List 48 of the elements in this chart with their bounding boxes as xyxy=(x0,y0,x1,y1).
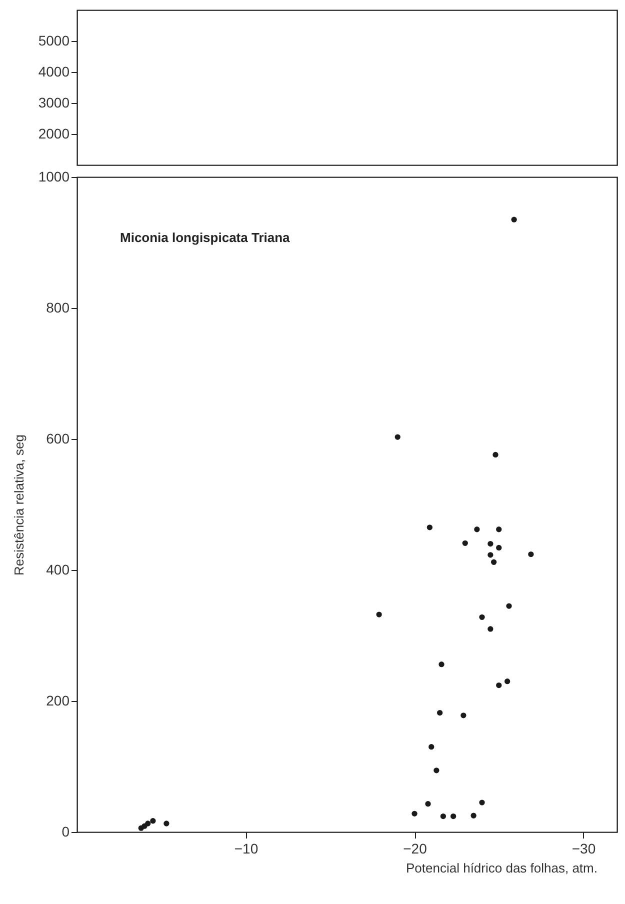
y-tick-label: 4000 xyxy=(38,64,70,80)
point xyxy=(376,612,382,618)
point xyxy=(488,626,494,632)
point xyxy=(528,551,534,558)
point xyxy=(426,524,433,530)
x-tick-label: −10 xyxy=(234,840,258,856)
point xyxy=(434,768,440,774)
point xyxy=(506,603,512,609)
point xyxy=(511,216,517,222)
x-tick-label: −20 xyxy=(403,840,428,856)
point xyxy=(488,552,494,558)
y-tick-label: 400 xyxy=(46,562,70,578)
y-tick-label: 2000 xyxy=(38,126,70,142)
point xyxy=(488,540,494,547)
point xyxy=(428,744,434,750)
y-tick-label: 3000 xyxy=(38,94,70,110)
point xyxy=(150,818,156,824)
x-tick-label: −30 xyxy=(572,840,596,856)
y-tick-label: 0 xyxy=(62,824,70,840)
point xyxy=(470,812,476,818)
point xyxy=(496,526,502,532)
point xyxy=(474,526,480,532)
y-tick-label: 1000 xyxy=(38,168,70,184)
point xyxy=(394,434,400,440)
point xyxy=(490,559,497,565)
point xyxy=(479,614,485,620)
y-tick-label: 600 xyxy=(46,430,70,446)
point xyxy=(425,801,431,807)
x-axis-title: Potencial hídrico das folhas, atm. xyxy=(406,860,598,876)
point xyxy=(436,710,443,716)
y-tick-label: 200 xyxy=(46,692,70,708)
y-tick-label: 5000 xyxy=(38,32,70,48)
point xyxy=(492,452,498,458)
point xyxy=(504,678,510,684)
point xyxy=(438,662,444,668)
point xyxy=(460,712,466,718)
y-axis-title: Resistência relativa, seg xyxy=(11,434,26,576)
point xyxy=(164,820,170,826)
point xyxy=(145,820,151,826)
y-tick-label: 800 xyxy=(46,300,70,316)
point xyxy=(462,540,468,546)
point xyxy=(496,544,502,551)
point xyxy=(450,813,456,820)
point xyxy=(479,800,485,806)
point xyxy=(496,682,502,688)
annotation: Miconia longispicata Triana xyxy=(120,230,291,245)
point xyxy=(412,810,418,816)
point xyxy=(440,813,446,820)
